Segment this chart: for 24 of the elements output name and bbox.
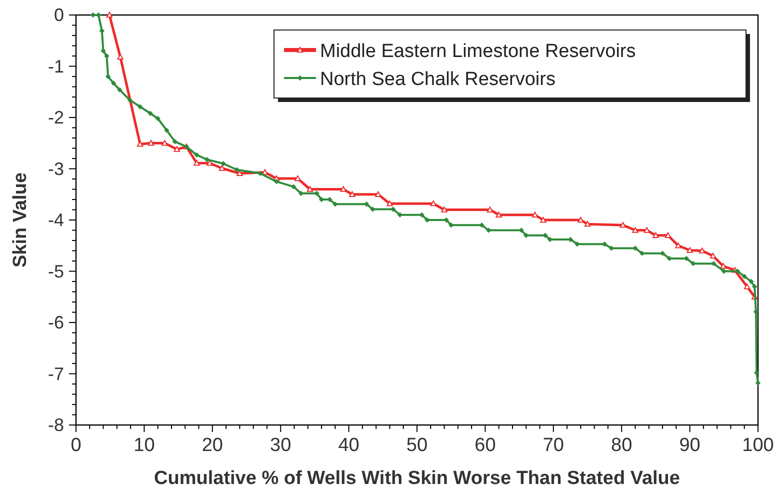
y-tick-label: -2 — [48, 108, 64, 128]
x-tick-label: 20 — [202, 435, 223, 456]
legend-label: North Sea Chalk Reservoirs — [320, 69, 556, 90]
y-tick-label: 0 — [54, 5, 64, 25]
x-tick-label: 40 — [338, 435, 360, 456]
x-tick-label: 80 — [611, 435, 632, 456]
y-tick-label: -3 — [48, 158, 64, 179]
y-tick-label: -8 — [48, 415, 64, 435]
x-tick-label: 10 — [134, 435, 155, 456]
x-axis-title: Cumulative % of Wells With Skin Worse Than Stated Value — [154, 468, 680, 489]
legend-label: Middle Eastern Limestone Reservoirs — [320, 41, 636, 62]
x-tick-label: 100 — [742, 435, 774, 456]
x-tick-label: 30 — [270, 435, 292, 456]
y-tick-label: -4 — [48, 210, 64, 230]
y-tick-label: -7 — [48, 364, 64, 384]
x-tick-label: 70 — [542, 435, 564, 456]
y-tick-label: -1 — [48, 56, 64, 76]
y-tick-label: -6 — [48, 312, 64, 332]
x-tick-label: 0 — [70, 435, 82, 456]
y-axis-title: Skin Value — [10, 172, 31, 268]
x-tick-label: 90 — [679, 435, 700, 456]
x-tick-label: 60 — [474, 435, 496, 456]
x-tick-label: 50 — [406, 435, 428, 456]
y-tick-label: -5 — [48, 261, 64, 282]
